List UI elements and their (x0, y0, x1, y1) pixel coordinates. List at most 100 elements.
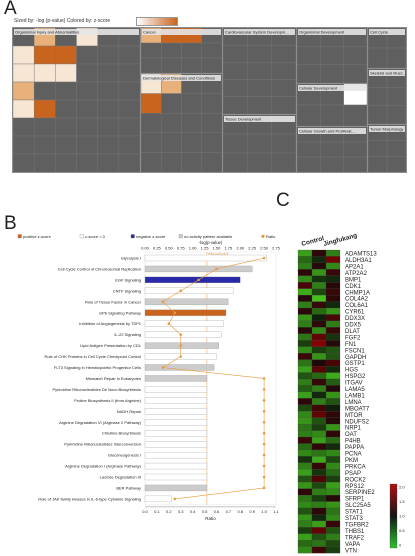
heatmap-cell (325, 475, 341, 483)
heatmap-cell (325, 333, 341, 341)
heatmap-gene-label: DDX3X (345, 316, 365, 322)
heatmap-cell (311, 475, 327, 483)
heatmap-cell (325, 378, 341, 386)
heatmap-cell (325, 340, 341, 347)
heatmap-cell (297, 501, 313, 509)
heatmap-gene-label: ALDH3A1 (345, 258, 372, 264)
heatmap-cell (311, 249, 327, 257)
heatmap-gene-label: COL6A1 (345, 303, 369, 309)
treemap-label-strip (224, 116, 295, 122)
heatmap-cell (325, 520, 341, 528)
heatmap-cell (297, 295, 313, 302)
heatmap-cell (311, 340, 327, 347)
pathway-bar (144, 298, 229, 305)
colorbar-tick-label: 1.5 (399, 499, 405, 504)
ratio-point (161, 300, 165, 304)
heatmap-column-header: Control (301, 235, 325, 248)
heatmap-cell (297, 366, 313, 373)
heatmap-gene-label: NRP1 (345, 426, 362, 432)
heatmap-cell (297, 546, 313, 554)
pathway-bar (144, 484, 208, 492)
pathway-label: Pyrimidine Ribonucleotides De Novo Biosy… (53, 387, 142, 392)
heatmap-cell (325, 307, 341, 315)
colorbar-tick-label: 2.0 (399, 485, 405, 490)
ratio-point (262, 388, 266, 391)
treemap-tile (271, 96, 297, 115)
top-axis-tick-label: 2.50 (260, 246, 269, 251)
heatmap-gene-label: ADAMTS13 (345, 252, 377, 258)
heatmap-cell (325, 249, 341, 257)
heatmap-cell (325, 456, 341, 463)
top-axis-label: -log(p-value) (199, 240, 223, 245)
heatmap-cell (297, 307, 313, 315)
heatmap-cell (325, 353, 341, 360)
heatmap-cell (311, 282, 327, 289)
ratio-point (167, 322, 171, 326)
ratio-point (262, 410, 266, 413)
heatmap-cell (297, 495, 313, 502)
treemap-category-label: Cardiovascular System Developm... (225, 30, 289, 35)
heatmap-cell (297, 385, 313, 393)
top-axis-tick-label: 0.25 (153, 246, 162, 251)
bottom-axis-tick-label: 0.2 (166, 509, 172, 514)
pathway-label: NADH Repair (117, 409, 142, 414)
bottom-axis-tick-label: 0.7 (226, 509, 232, 514)
heatmap-cell (297, 378, 313, 386)
pathway-bar (144, 419, 208, 426)
treemap-label-strip (224, 29, 295, 35)
pathway-label: Proline Biosynthesis II (from Arginine) (74, 398, 141, 403)
heatmap-cell (297, 482, 313, 489)
heatmap-cell (297, 540, 313, 547)
ratio-point (197, 278, 200, 282)
treemap: Organismal Injury and Abnormalities Cance… (12, 27, 407, 173)
pathway-bar-chart: positive z-score z-score = 0 negative z-sc… (17, 234, 281, 521)
heatmap-cell (297, 353, 313, 360)
ratio-point (262, 256, 266, 260)
heatmap-gene-label: OAT (345, 432, 357, 438)
pathway-bar (144, 451, 208, 459)
treemap-category-label: Cellular Development (299, 86, 338, 91)
pathway-label: FLT3 Signaling in Hematopoietic Progenit… (54, 365, 141, 370)
heatmap-cell (325, 301, 341, 309)
heatmap-gene-label: FGF2 (345, 335, 361, 341)
ratio-point (179, 333, 183, 336)
pathway-bar (144, 430, 208, 437)
treemap-caption: Sized by: -log (p-value) Colored by: z-s… (14, 18, 111, 24)
heatmap-cell (325, 469, 341, 476)
panel-label-a: A (4, 0, 17, 19)
panel-label-c: C (276, 190, 290, 211)
heatmap-gene-label: VAPA (345, 542, 360, 548)
heatmap-gene-label: STAT1 (345, 510, 363, 516)
pathway-bar (144, 276, 241, 284)
ratio-point (262, 442, 266, 446)
treemap-category-label: Organismal Injury and Abnormalities (15, 30, 79, 35)
treemap-category-label: Cancer (143, 30, 157, 35)
heatmap-column-header: Jingfukang (323, 232, 358, 248)
heatmap-cell (325, 359, 341, 367)
heatmap-cell (311, 507, 327, 515)
heatmap-cell (325, 540, 341, 547)
pathway-bar (144, 397, 208, 404)
top-axis-tick-label: 1.25 (201, 246, 210, 251)
bottom-axis-label: Ratio (205, 516, 216, 521)
legend-label: z-score = 0 (85, 234, 106, 239)
heatmap-cell (325, 391, 341, 399)
pathway-label: Glycolysis I (121, 256, 141, 261)
pathway-label: Arginine Degradation I (Arginase Pathway… (65, 464, 141, 469)
bottom-axis-tick-label: 0.8 (237, 509, 243, 514)
treemap-category-label: Cell Cycle (370, 30, 389, 35)
heatmap-cell (325, 533, 341, 541)
heatmap-cell (325, 385, 341, 393)
bottom-axis-tick-label: 1.1 (273, 509, 279, 514)
heatmap-gene-label: HGS (345, 368, 358, 374)
heatmap-cell (325, 424, 341, 431)
pathway-label: Gluconeogenesis I (108, 453, 141, 458)
heatmap-gene-label: NDUFS2 (345, 419, 370, 425)
ratio-point (262, 464, 266, 468)
heatmap-cell (297, 288, 313, 296)
heatmap-cell (297, 514, 313, 522)
heatmap-cell (297, 488, 313, 496)
heatmap-cell (325, 404, 341, 412)
legend-swatch (17, 234, 22, 239)
heatmap-cell (311, 449, 327, 457)
